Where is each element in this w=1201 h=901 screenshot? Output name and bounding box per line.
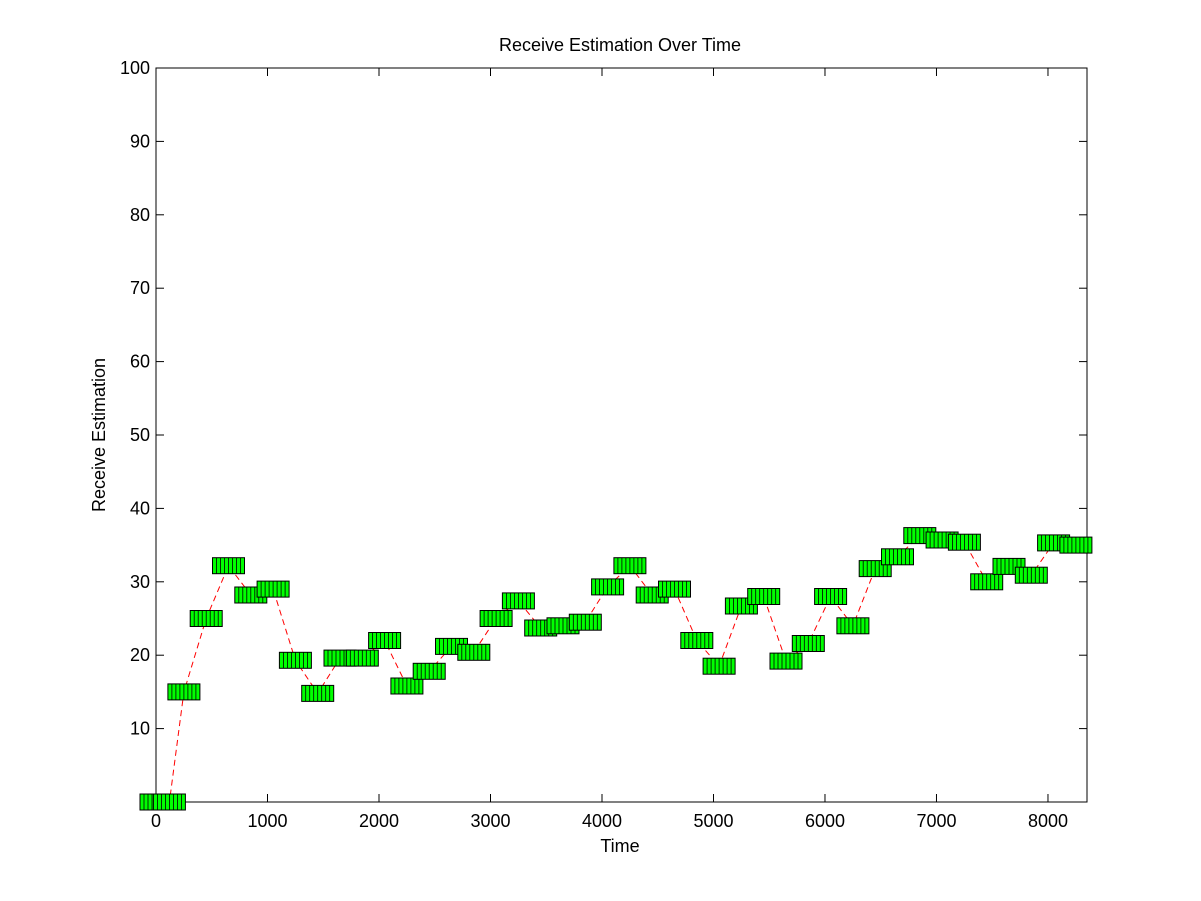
data-point-marker — [658, 580, 691, 598]
data-point-marker — [836, 617, 870, 635]
data-point-marker — [278, 651, 312, 669]
data-point-marker — [457, 643, 491, 661]
y-tick-label: 10 — [130, 719, 150, 739]
data-point-marker — [702, 657, 736, 675]
data-point-marker — [613, 557, 647, 575]
chart-title: Receive Estimation Over Time — [499, 35, 741, 55]
data-point-marker — [212, 557, 245, 575]
series-markers — [139, 527, 1093, 811]
data-point-marker — [814, 588, 848, 605]
data-point-marker — [412, 662, 446, 680]
data-point-marker — [791, 635, 825, 652]
tick-labels: 0100020003000400050006000700080000102030… — [120, 58, 1068, 831]
data-point-marker — [301, 684, 335, 702]
x-tick-label: 2000 — [359, 811, 399, 831]
data-point-marker — [947, 533, 981, 551]
x-tick-label: 3000 — [470, 811, 510, 831]
plot-area — [155, 67, 1088, 803]
data-point-marker — [568, 613, 602, 631]
data-point-marker — [479, 610, 513, 627]
y-axis-label: Receive Estimation — [89, 358, 109, 512]
x-tick-label: 4000 — [582, 811, 622, 831]
x-tick-label: 1000 — [247, 811, 287, 831]
data-point-marker — [167, 683, 201, 701]
data-point-marker — [345, 649, 379, 667]
data-point-marker — [769, 652, 803, 670]
y-tick-label: 90 — [130, 131, 150, 151]
data-point-marker — [256, 580, 290, 598]
y-tick-label: 80 — [130, 205, 150, 225]
data-point-marker — [368, 632, 402, 649]
x-tick-label: 5000 — [693, 811, 733, 831]
data-point-marker — [501, 592, 535, 610]
data-point-marker — [152, 793, 186, 811]
y-tick-label: 70 — [130, 278, 150, 298]
x-tick-label: 7000 — [916, 811, 956, 831]
data-point-marker — [747, 588, 781, 605]
data-point-marker — [680, 632, 714, 649]
data-point-marker — [881, 548, 914, 566]
y-tick-label: 30 — [130, 572, 150, 592]
data-point-marker — [1059, 536, 1093, 554]
x-tick-label: 6000 — [805, 811, 845, 831]
y-tick-label: 60 — [130, 352, 150, 372]
y-tick-label: 20 — [130, 645, 150, 665]
x-tick-label: 0 — [151, 811, 161, 831]
axis-ticks — [155, 67, 1087, 803]
data-point-marker — [591, 578, 625, 596]
data-point-marker — [189, 610, 223, 627]
data-point-marker — [390, 677, 424, 695]
data-point-marker — [970, 573, 1004, 591]
data-point-marker — [1014, 566, 1048, 584]
y-tick-label: 40 — [130, 498, 150, 518]
y-tick-label: 100 — [120, 58, 150, 78]
y-tick-label: 50 — [130, 425, 150, 445]
x-axis-label: Time — [600, 836, 639, 856]
x-tick-label: 8000 — [1028, 811, 1068, 831]
